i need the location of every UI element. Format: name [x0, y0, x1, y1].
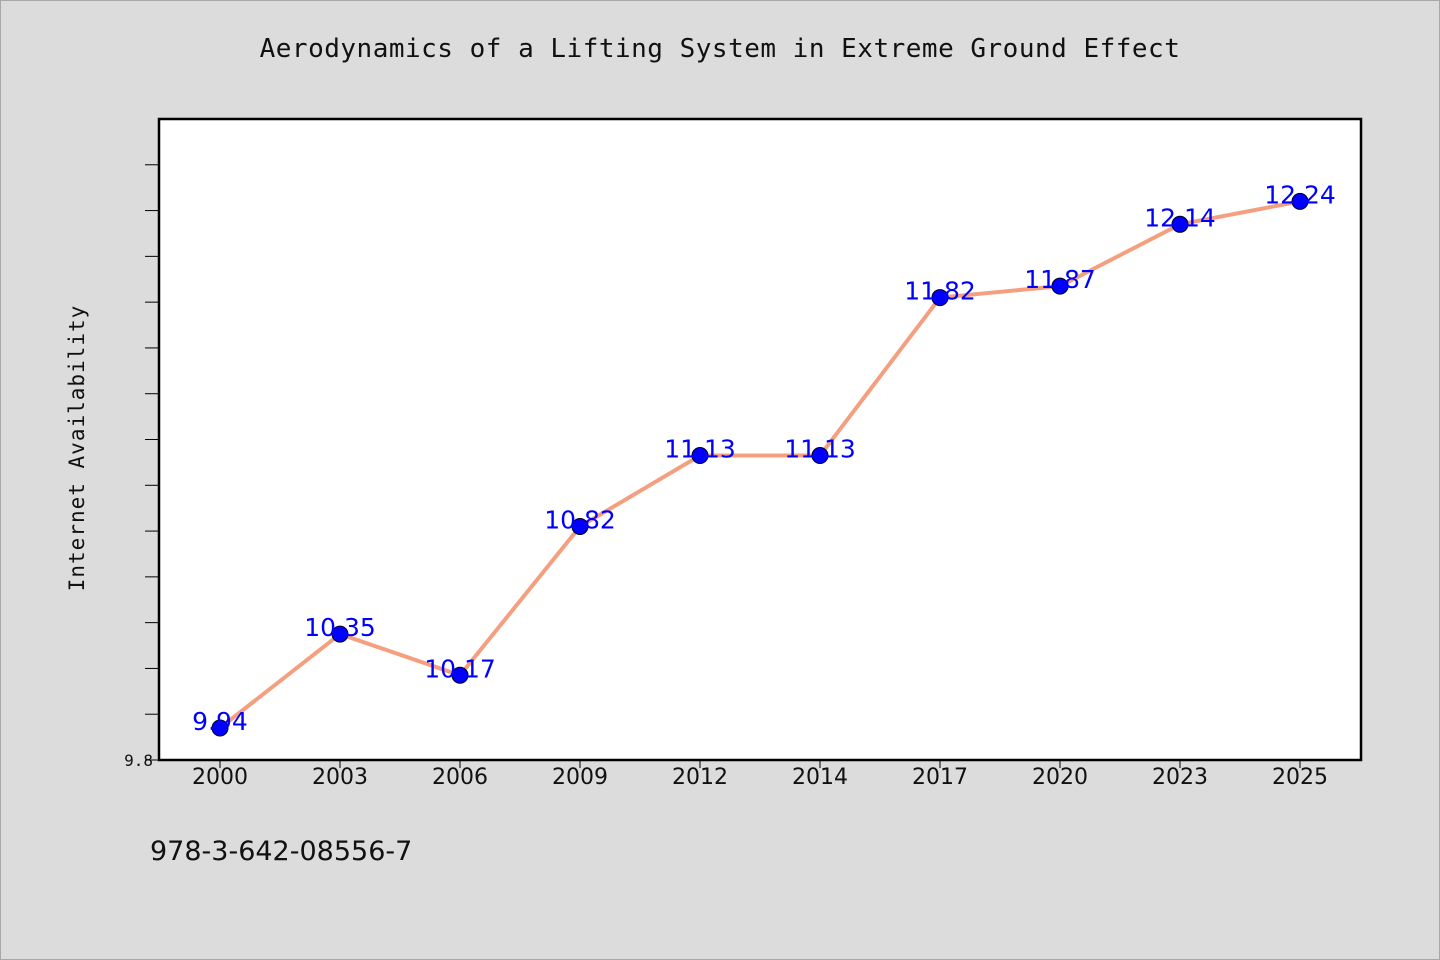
data-point: [1291, 192, 1309, 210]
x-tick-label: 2003: [312, 765, 368, 790]
data-point: [1051, 277, 1069, 295]
data-label: 12.24: [1264, 180, 1336, 209]
data-point: [931, 289, 949, 307]
y-tick-label: 9.8: [124, 751, 153, 770]
data-point: [691, 447, 709, 465]
x-tick-label: 2017: [912, 765, 968, 790]
x-tick-label: 2025: [1272, 765, 1328, 790]
data-label: 12.14: [1144, 203, 1216, 232]
data-label: 11.82: [904, 277, 976, 306]
data-point: [571, 517, 589, 535]
x-tick-label: 2009: [552, 765, 608, 790]
data-label: 11.13: [664, 435, 736, 464]
x-tick-label: 2006: [432, 765, 488, 790]
x-tick-label: 2014: [792, 765, 848, 790]
x-tick-label: 2023: [1152, 765, 1208, 790]
data-point: [331, 625, 349, 643]
footer-code: 978-3-642-08556-7: [150, 836, 413, 867]
data-label: 10.82: [544, 505, 616, 534]
data-label: 11.13: [784, 435, 856, 464]
plot-area: [157, 117, 1363, 762]
data-point: [211, 719, 229, 737]
data-point: [811, 447, 829, 465]
data-label: 10.17: [424, 654, 496, 683]
data-label: 11.87: [1024, 265, 1096, 294]
data-point: [1171, 215, 1189, 233]
x-tick-label: 2020: [1032, 765, 1088, 790]
series-line: [218, 199, 1301, 730]
data-label: 10.35: [304, 613, 376, 642]
x-tick-label: 2012: [672, 765, 728, 790]
chart-title: Aerodynamics of a Lifting System in Extr…: [259, 34, 1181, 64]
x-tick-label: 2000: [192, 765, 248, 790]
data-label: 9.94: [192, 707, 248, 736]
data-point: [451, 666, 469, 684]
